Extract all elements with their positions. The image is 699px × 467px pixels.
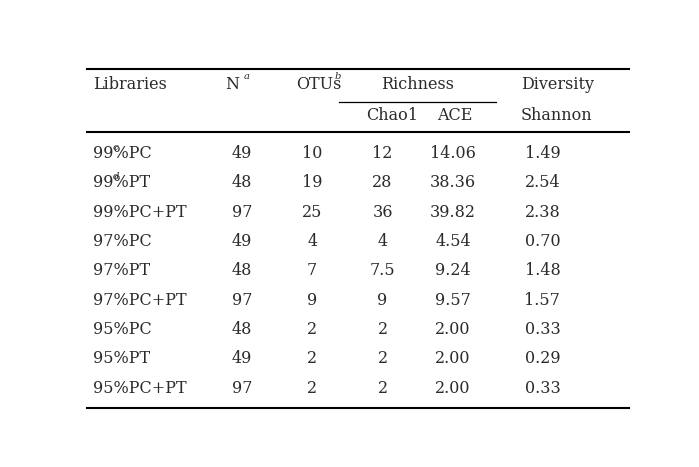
- Text: 9.57: 9.57: [435, 292, 471, 309]
- Text: 0.33: 0.33: [524, 321, 561, 338]
- Text: 49: 49: [231, 233, 252, 250]
- Text: 95%PT: 95%PT: [93, 351, 150, 368]
- Text: 2: 2: [377, 380, 388, 397]
- Text: ACE: ACE: [437, 107, 472, 124]
- Text: 97: 97: [231, 292, 252, 309]
- Text: c: c: [113, 143, 118, 152]
- Text: 95%PC: 95%PC: [93, 321, 152, 338]
- Text: 4: 4: [307, 233, 317, 250]
- Text: 2: 2: [377, 351, 388, 368]
- Text: N: N: [226, 76, 240, 93]
- Text: Richness: Richness: [382, 76, 454, 93]
- Text: 1.48: 1.48: [524, 262, 561, 279]
- Text: 2: 2: [307, 380, 317, 397]
- Text: 48: 48: [231, 262, 252, 279]
- Text: 49: 49: [231, 351, 252, 368]
- Text: 2.00: 2.00: [435, 351, 471, 368]
- Text: 39.82: 39.82: [430, 204, 476, 221]
- Text: 9: 9: [377, 292, 388, 309]
- Text: 48: 48: [231, 321, 252, 338]
- Text: 0.29: 0.29: [525, 351, 560, 368]
- Text: Shannon: Shannon: [521, 107, 592, 124]
- Text: 1.49: 1.49: [524, 145, 561, 162]
- Text: 2.00: 2.00: [435, 321, 471, 338]
- Text: 36: 36: [373, 204, 393, 221]
- Text: 9: 9: [307, 292, 317, 309]
- Text: 28: 28: [373, 174, 393, 191]
- Text: 97%PT: 97%PT: [93, 262, 150, 279]
- Text: OTUs: OTUs: [296, 76, 341, 93]
- Text: 2.00: 2.00: [435, 380, 471, 397]
- Text: Chao1: Chao1: [366, 107, 419, 124]
- Text: 9.24: 9.24: [435, 262, 471, 279]
- Text: 7.5: 7.5: [370, 262, 396, 279]
- Text: 14.06: 14.06: [430, 145, 476, 162]
- Text: 97%PC+PT: 97%PC+PT: [93, 292, 187, 309]
- Text: 99%PC: 99%PC: [93, 145, 152, 162]
- Text: 48: 48: [231, 174, 252, 191]
- Text: 0.70: 0.70: [525, 233, 560, 250]
- Text: 97: 97: [231, 204, 252, 221]
- Text: 2.54: 2.54: [525, 174, 560, 191]
- Text: 97: 97: [231, 380, 252, 397]
- Text: 99%PT: 99%PT: [93, 174, 150, 191]
- Text: Libraries: Libraries: [93, 76, 166, 93]
- Text: 7: 7: [307, 262, 317, 279]
- Text: 0.33: 0.33: [524, 380, 561, 397]
- Text: 38.36: 38.36: [430, 174, 476, 191]
- Text: 97%PC: 97%PC: [93, 233, 152, 250]
- Text: 95%PC+PT: 95%PC+PT: [93, 380, 187, 397]
- Text: 1.57: 1.57: [524, 292, 561, 309]
- Text: 2.38: 2.38: [524, 204, 561, 221]
- Text: 19: 19: [302, 174, 322, 191]
- Text: b: b: [335, 72, 341, 81]
- Text: 10: 10: [302, 145, 322, 162]
- Text: 12: 12: [373, 145, 393, 162]
- Text: 2: 2: [307, 321, 317, 338]
- Text: Diversity: Diversity: [521, 76, 593, 93]
- Text: d: d: [113, 172, 120, 181]
- Text: 25: 25: [302, 204, 322, 221]
- Text: 99%PC+PT: 99%PC+PT: [93, 204, 187, 221]
- Text: 4: 4: [377, 233, 388, 250]
- Text: 4.54: 4.54: [435, 233, 471, 250]
- Text: 49: 49: [231, 145, 252, 162]
- Text: 2: 2: [307, 351, 317, 368]
- Text: a: a: [244, 72, 250, 81]
- Text: 2: 2: [377, 321, 388, 338]
